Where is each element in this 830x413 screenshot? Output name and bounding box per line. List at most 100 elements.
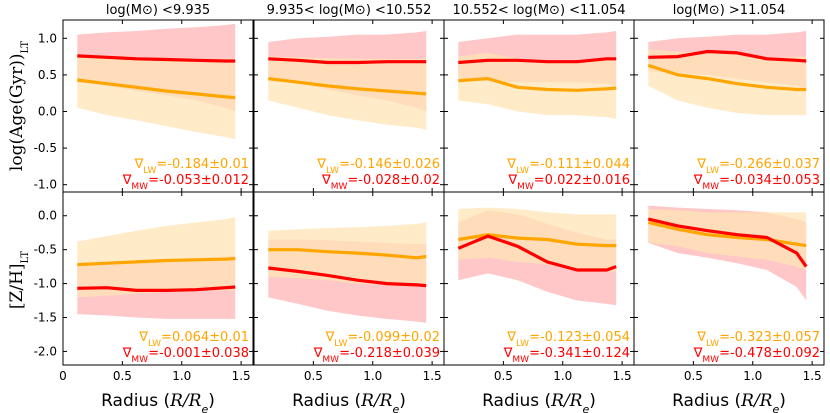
mw-subscript: MW: [331, 182, 348, 192]
mw-subscript: MW: [517, 182, 534, 192]
x-tick-label: 1.0: [172, 369, 191, 383]
mw-gradient-value: =-0.028±0.02: [347, 173, 440, 188]
x-label-suffix: ): [399, 391, 406, 411]
mw-gradient-label: ∇MW=-0.341±0.124: [503, 346, 630, 365]
x-tick-label: 1.5: [423, 369, 442, 383]
y-tick-label: 1.0: [38, 31, 57, 45]
x-axis-label: Radius (R/Re): [672, 391, 786, 413]
nabla-symbol: ∇: [503, 346, 513, 361]
x-tick-label: 0.5: [113, 369, 132, 383]
y-tick-label: 0.0: [38, 104, 57, 118]
y-tick-label: 0.5: [38, 68, 57, 82]
lw-gradient-value: =-0.184±0.01: [156, 157, 249, 172]
x-tick-label: 1.0: [553, 369, 572, 383]
panel-title: 10.552< log(M⊙) <11.054: [452, 3, 625, 18]
mw-gradient-label: ∇MW=-0.001±0.038: [122, 346, 249, 365]
y-tick-label: -2.0: [34, 344, 57, 358]
lw-gradient-label: ∇LW=-0.146±0.026: [316, 157, 440, 176]
line-lw: [268, 77, 427, 96]
y-tick-label: 0.0: [38, 209, 57, 223]
mw-gradient-value: =-0.053±0.012: [148, 173, 249, 188]
x-label-prefix: Radius (: [292, 391, 361, 411]
x-label-suffix: ): [208, 391, 215, 411]
mw-gradient-label: ∇MW=0.022±0.016: [507, 173, 630, 192]
line-lw: [647, 220, 807, 248]
band-lw: [268, 56, 427, 130]
band-lw: [648, 209, 807, 270]
lw-gradient-value: =0.064±0.01: [161, 330, 249, 345]
nabla-symbol: ∇: [138, 330, 148, 345]
lw-gradient-label: ∇LW=-0.123±0.054: [506, 330, 630, 349]
line-mw: [647, 217, 808, 268]
axes-frame: [633, 191, 825, 366]
mw-subscript: MW: [131, 182, 148, 192]
nabla-symbol: ∇: [693, 173, 703, 188]
mw-gradient-label: ∇MW=-0.478±0.092: [693, 346, 820, 365]
line-lw: [268, 248, 427, 260]
band-lw: [77, 56, 236, 140]
mw-gradient-label: ∇MW=-0.053±0.012: [122, 173, 249, 192]
lw-gradient-value: =-0.323±0.057: [719, 330, 820, 345]
mw-subscript: MW: [131, 355, 148, 365]
lw-subscript: LW: [516, 339, 529, 349]
line-mw: [268, 57, 427, 65]
x-tick-label: 1.5: [803, 369, 822, 383]
mw-gradient-value: =-0.218±0.039: [339, 346, 440, 361]
panel-age-3: 10.552< log(M⊙) <11.054∇LW=-0.111±0.044∇…: [443, 3, 635, 193]
y-tick-label: -1.5: [34, 311, 57, 325]
mw-subscript: MW: [512, 355, 529, 365]
mw-subscript: MW: [322, 355, 339, 365]
x-tick-label: 1.0: [363, 369, 382, 383]
lw-subscript: LW: [334, 339, 347, 349]
y-tick-label: -1.0: [34, 178, 57, 192]
nabla-symbol: ∇: [696, 157, 706, 172]
panel-zh-4: 0.5 1.0 1.5∇LW=-0.323±0.057∇MW=-0.478±0.09…: [633, 191, 825, 413]
lw-subscript: LW: [516, 166, 529, 176]
mw-subscript: MW: [702, 355, 719, 365]
mw-gradient-label: ∇MW=-0.028±0.02: [321, 173, 440, 192]
line-lw: [77, 78, 236, 100]
lw-gradient-label: ∇LW=0.064±0.01: [138, 330, 249, 349]
x-label-subscript: e: [582, 403, 589, 413]
nabla-symbol: ∇: [122, 346, 132, 361]
x-label-math: R/R: [360, 391, 393, 411]
x-tick-label: 1.5: [613, 369, 632, 383]
age-label: log(Age(Gyr)): [7, 53, 27, 171]
x-label-math: R/R: [550, 391, 583, 411]
y-axis-label-age: log(Age(Gyr))LT: [7, 41, 31, 171]
nabla-symbol: ∇: [316, 157, 326, 172]
lw-subscript: LW: [143, 166, 156, 176]
lw-gradient-value: =-0.111±0.044: [529, 157, 630, 172]
panel-zh-1: -2.0-1.5-1.0-0.50.00 0.5 1.0 1.5∇LW=0.064±0…: [34, 191, 254, 413]
mw-gradient-value: =-0.001±0.038: [148, 346, 249, 361]
line-lw: [458, 77, 617, 92]
x-label-prefix: Radius (: [672, 391, 741, 411]
x-tick-label: 1.0: [743, 369, 762, 383]
line-mw: [648, 49, 807, 63]
nabla-symbol: ∇: [696, 330, 706, 345]
mw-gradient-value: =-0.341±0.124: [529, 346, 630, 361]
lw-gradient-value: =-0.099±0.02: [347, 330, 440, 345]
mw-gradient-value: =-0.034±0.053: [719, 173, 820, 188]
axes-frame: [62, 191, 254, 366]
y-tick-label: -0.5: [34, 243, 57, 257]
line-mw: [458, 57, 617, 65]
lw-gradient-label: ∇LW=-0.099±0.02: [325, 330, 440, 349]
x-label-math: R/R: [740, 391, 773, 411]
band-lw: [268, 222, 427, 287]
panel-zh-3: 0.5 1.0 1.5∇LW=-0.123±0.054∇MW=-0.341±0.12…: [443, 191, 635, 413]
x-label-suffix: ): [589, 391, 596, 411]
line-lw: [77, 256, 236, 267]
x-axis-label: Radius (R/Re): [482, 391, 596, 413]
nabla-symbol: ∇: [122, 173, 132, 188]
nabla-symbol: ∇: [313, 346, 323, 361]
mw-gradient-value: =-0.478±0.092: [719, 346, 820, 361]
panel-title: 9.935< log(M⊙) <10.552: [267, 3, 432, 18]
nabla-symbol: ∇: [321, 173, 331, 188]
lw-gradient-label: ∇LW=-0.184±0.01: [134, 157, 249, 176]
lw-gradient-label: ∇LW=-0.323±0.057: [696, 330, 820, 349]
x-axis-label: Radius (R/Re): [101, 391, 215, 413]
line-lw: [647, 63, 807, 92]
